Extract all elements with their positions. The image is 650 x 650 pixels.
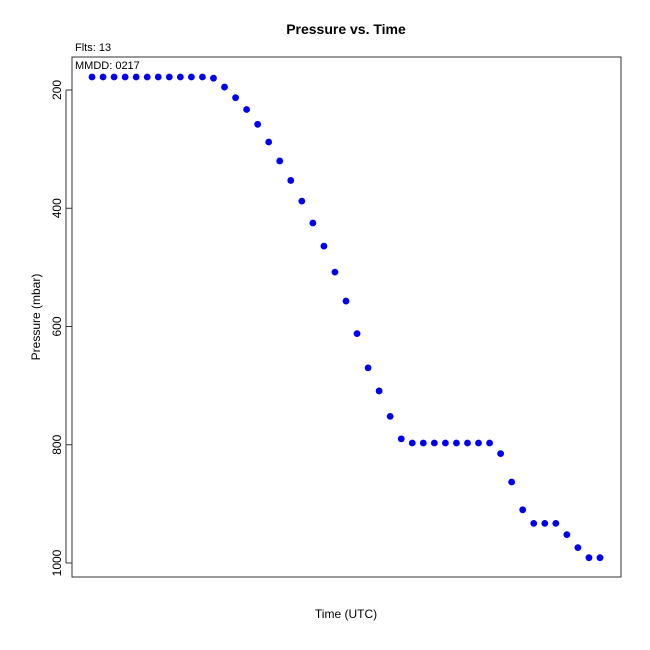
y-tick-label: 600 (50, 316, 64, 336)
data-point (508, 478, 516, 486)
data-point (265, 138, 273, 146)
data-point (176, 73, 184, 81)
data-point (99, 73, 107, 81)
data-point (486, 439, 493, 447)
y-tick-label: 800 (50, 434, 64, 454)
data-point (154, 73, 162, 81)
data-point (574, 544, 582, 552)
data-point (430, 439, 438, 447)
data-point (596, 554, 604, 562)
data-point (110, 73, 118, 81)
data-point (199, 73, 206, 81)
data-point (210, 74, 217, 82)
flights-count-label: Flts: 13 (75, 42, 111, 54)
data-point (364, 364, 372, 372)
data-point (309, 219, 317, 227)
data-point (165, 73, 173, 81)
data-point (552, 519, 560, 527)
data-point (287, 177, 295, 184)
y-tick-label: 400 (50, 198, 64, 218)
data-point (419, 439, 427, 447)
data-point (408, 439, 416, 447)
data-point (254, 120, 262, 128)
data-point (541, 519, 549, 527)
data-points (88, 73, 604, 562)
data-point (143, 73, 151, 81)
y-tick-label: 1000 (50, 549, 64, 576)
chart-title: Pressure vs. Time (286, 21, 406, 37)
data-point (342, 297, 350, 305)
data-point (331, 268, 339, 276)
data-point (386, 412, 394, 420)
plot-frame (71, 56, 622, 578)
y-axis: 200 400 600 800 1000 (50, 80, 72, 576)
data-point (121, 73, 129, 81)
data-point (563, 531, 571, 539)
data-point (375, 387, 383, 395)
data-point (519, 506, 527, 514)
data-point (320, 242, 328, 250)
data-point (453, 439, 460, 447)
data-point (276, 157, 284, 165)
data-point (132, 73, 140, 81)
data-point (232, 94, 239, 102)
data-point (497, 450, 505, 458)
x-axis-label: Time (UTC) (315, 607, 377, 621)
data-point (441, 439, 449, 447)
data-point (464, 439, 471, 447)
data-point (298, 197, 306, 205)
data-point (475, 439, 482, 447)
data-point (585, 554, 593, 562)
data-point (243, 106, 251, 113)
data-point (397, 435, 405, 443)
data-point (187, 73, 195, 81)
data-point (353, 330, 361, 337)
y-axis-label: Pressure (mbar) (29, 274, 43, 361)
date-annotation: MMDD: 0217 (75, 60, 140, 72)
data-point (221, 83, 228, 91)
data-point (530, 519, 538, 527)
y-tick-label: 200 (50, 80, 64, 100)
data-point (88, 73, 96, 81)
